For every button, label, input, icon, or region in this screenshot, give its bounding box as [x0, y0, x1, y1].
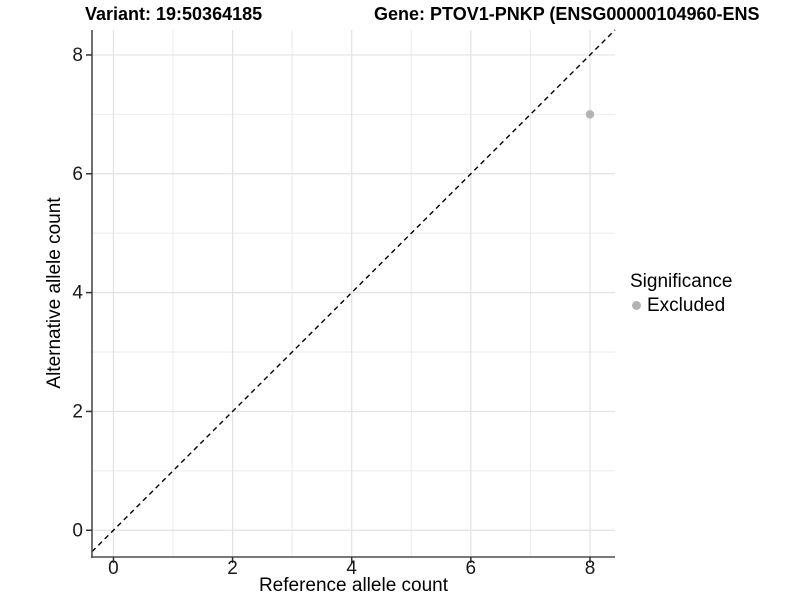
- identity-reference-line: [91, 29, 616, 553]
- y-axis-title: Alternative allele count: [44, 197, 65, 389]
- y-tick-label: 0: [72, 520, 83, 541]
- data-point: [585, 110, 595, 119]
- legend-title: Significance: [630, 271, 733, 292]
- legend-entry-label: Excluded: [647, 295, 726, 316]
- y-tick-label: 2: [72, 401, 83, 422]
- x-tick-label: 4: [346, 558, 357, 579]
- y-tick-label: 4: [72, 283, 83, 304]
- y-tick-label: 8: [72, 45, 83, 66]
- x-tick-label: 2: [227, 558, 238, 579]
- excluded-point-icon: [632, 301, 641, 310]
- x-tick-label: 8: [585, 558, 596, 579]
- y-tick-label: 6: [72, 164, 83, 185]
- x-tick-label: 6: [466, 558, 477, 579]
- x-tick-label: 0: [108, 558, 119, 579]
- variant-title: Variant: 19:50364185: [85, 4, 263, 24]
- x-axis-title: Reference allele count: [258, 575, 449, 596]
- legend-entry-excluded: Excluded: [630, 294, 732, 317]
- legend: Significance Excluded: [630, 270, 732, 317]
- gene-title: Gene: PTOV1-PNKP (ENSG00000104960-ENS: [374, 4, 760, 24]
